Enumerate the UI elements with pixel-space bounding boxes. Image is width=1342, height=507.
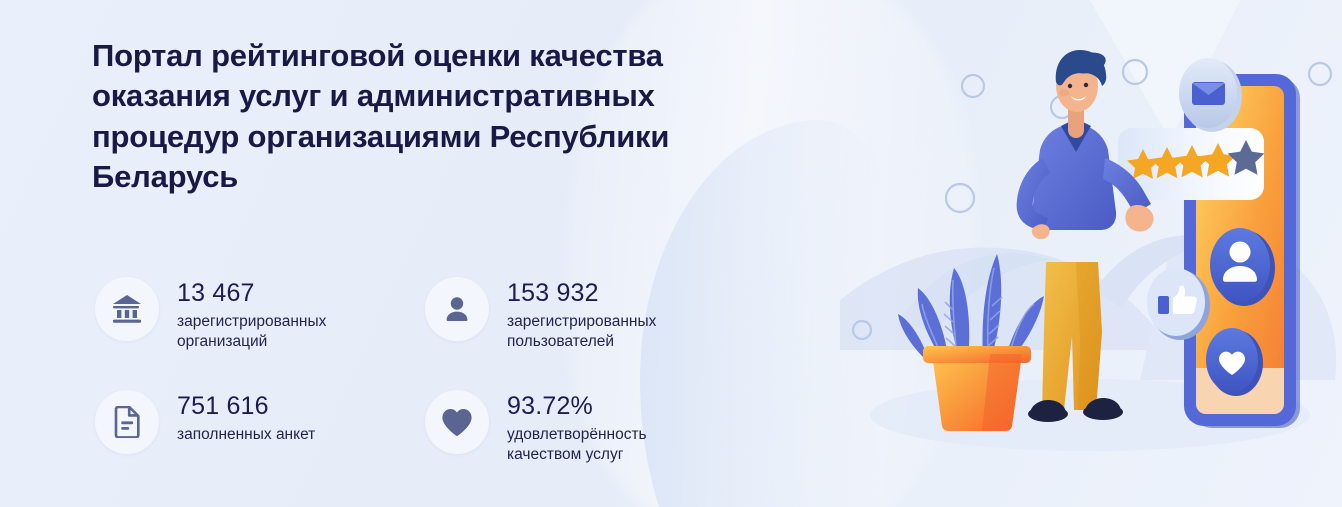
stat-body: 153 932 зарегистрированных пользователей — [507, 277, 717, 353]
stat-body: 93.72% удовлетворённость качеством услуг — [507, 390, 717, 466]
stat-value: 751 616 — [177, 392, 269, 420]
potted-plant — [898, 254, 1044, 432]
eye-left — [1067, 83, 1073, 89]
heart-badge — [1206, 328, 1263, 396]
light-beam — [1090, 0, 1240, 140]
leaf-veins — [921, 267, 1035, 357]
envelope-badge — [1179, 58, 1242, 132]
thumbs-up-badge — [1147, 268, 1210, 340]
hand-left — [1031, 224, 1050, 240]
smile — [1071, 96, 1086, 101]
stat-item-organizations: 13 467 зарегистрированных организаций — [95, 277, 425, 390]
man-figure — [1016, 50, 1154, 422]
arm-left — [1016, 158, 1050, 232]
stat-label: зарегистрированных пользователей — [507, 312, 657, 351]
stats-grid: 13 467 зарегистрированных организаций 15… — [95, 277, 755, 503]
stat-value: 13 467 — [177, 279, 255, 307]
stat-item-satisfaction: 93.72% удовлетворённость качеством услуг — [425, 390, 755, 503]
arm-right — [1103, 158, 1151, 214]
eye-right — [1083, 82, 1089, 88]
stat-item-forms: 751 616 заполненных анкет — [95, 390, 425, 503]
stat-label: зарегистрированных организаций — [177, 312, 327, 351]
stat-value: 93.72% — [507, 392, 593, 420]
document-icon — [95, 390, 159, 454]
rating-illustration — [840, 0, 1342, 507]
trousers — [1042, 262, 1102, 410]
stat-item-users: 153 932 зарегистрированных пользователей — [425, 277, 755, 390]
bank-icon — [95, 277, 159, 341]
heart-icon — [425, 390, 489, 454]
stat-label: заполненных анкет — [177, 425, 316, 443]
stat-value: 153 932 — [507, 279, 599, 307]
user-badge — [1210, 228, 1275, 306]
page-title: Портал рейтинговой оценки качества оказа… — [92, 38, 670, 194]
rating-card — [1118, 128, 1265, 200]
hand-right — [1125, 205, 1154, 232]
user-icon — [425, 277, 489, 341]
banner-content: Портал рейтинговой оценки качества оказа… — [92, 36, 812, 197]
stat-body: 751 616 заполненных анкет — [177, 390, 315, 445]
decorative-circles — [851, 58, 1333, 341]
rating-stars — [1127, 140, 1265, 179]
stat-body: 13 467 зарегистрированных организаций — [177, 277, 387, 353]
stat-label: удовлетворённость качеством услуг — [507, 425, 647, 464]
sweater — [1031, 124, 1117, 230]
